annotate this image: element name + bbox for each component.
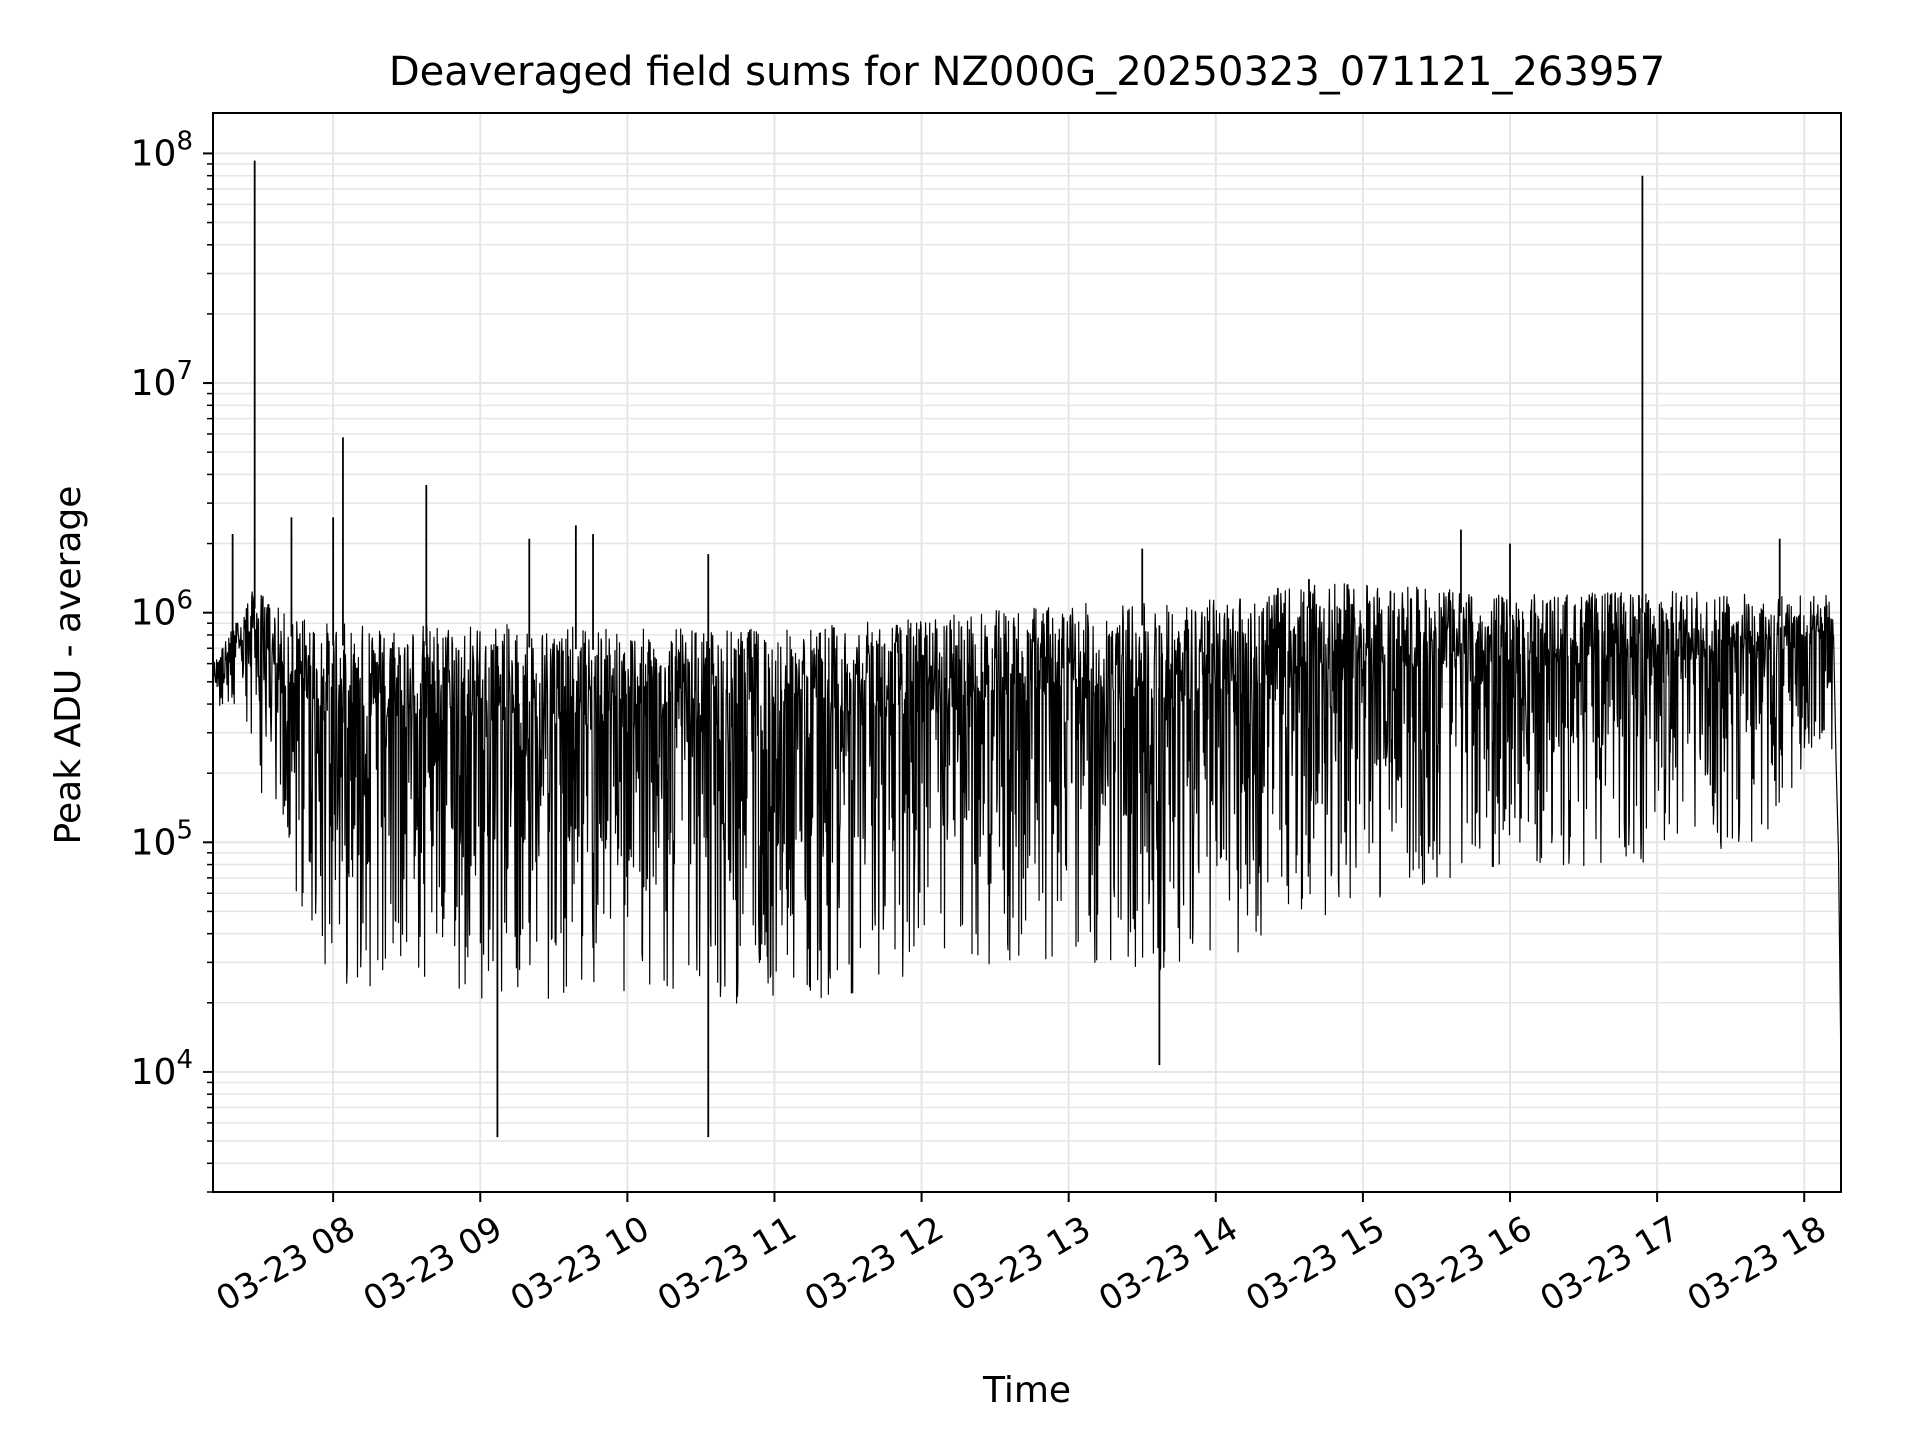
y-tick-label: 108 [131, 126, 193, 174]
y-tick-label: 106 [131, 586, 193, 634]
series-line [212, 160, 1842, 1138]
y-axis-ticks: 104 105 106 107 108 [131, 126, 213, 1193]
chart-title: Deaveraged field sums for NZ000G_2025032… [389, 49, 1665, 95]
y-tick-label: 107 [131, 356, 193, 404]
plot-frame [212, 112, 1842, 1193]
x-axis-label: Time [982, 1370, 1071, 1411]
series-path [212, 583, 1842, 1072]
y-axis-label: Peak ADU - average [48, 486, 89, 845]
y-tick-label: 104 [131, 1045, 193, 1093]
y-tick-label: 105 [131, 815, 193, 863]
